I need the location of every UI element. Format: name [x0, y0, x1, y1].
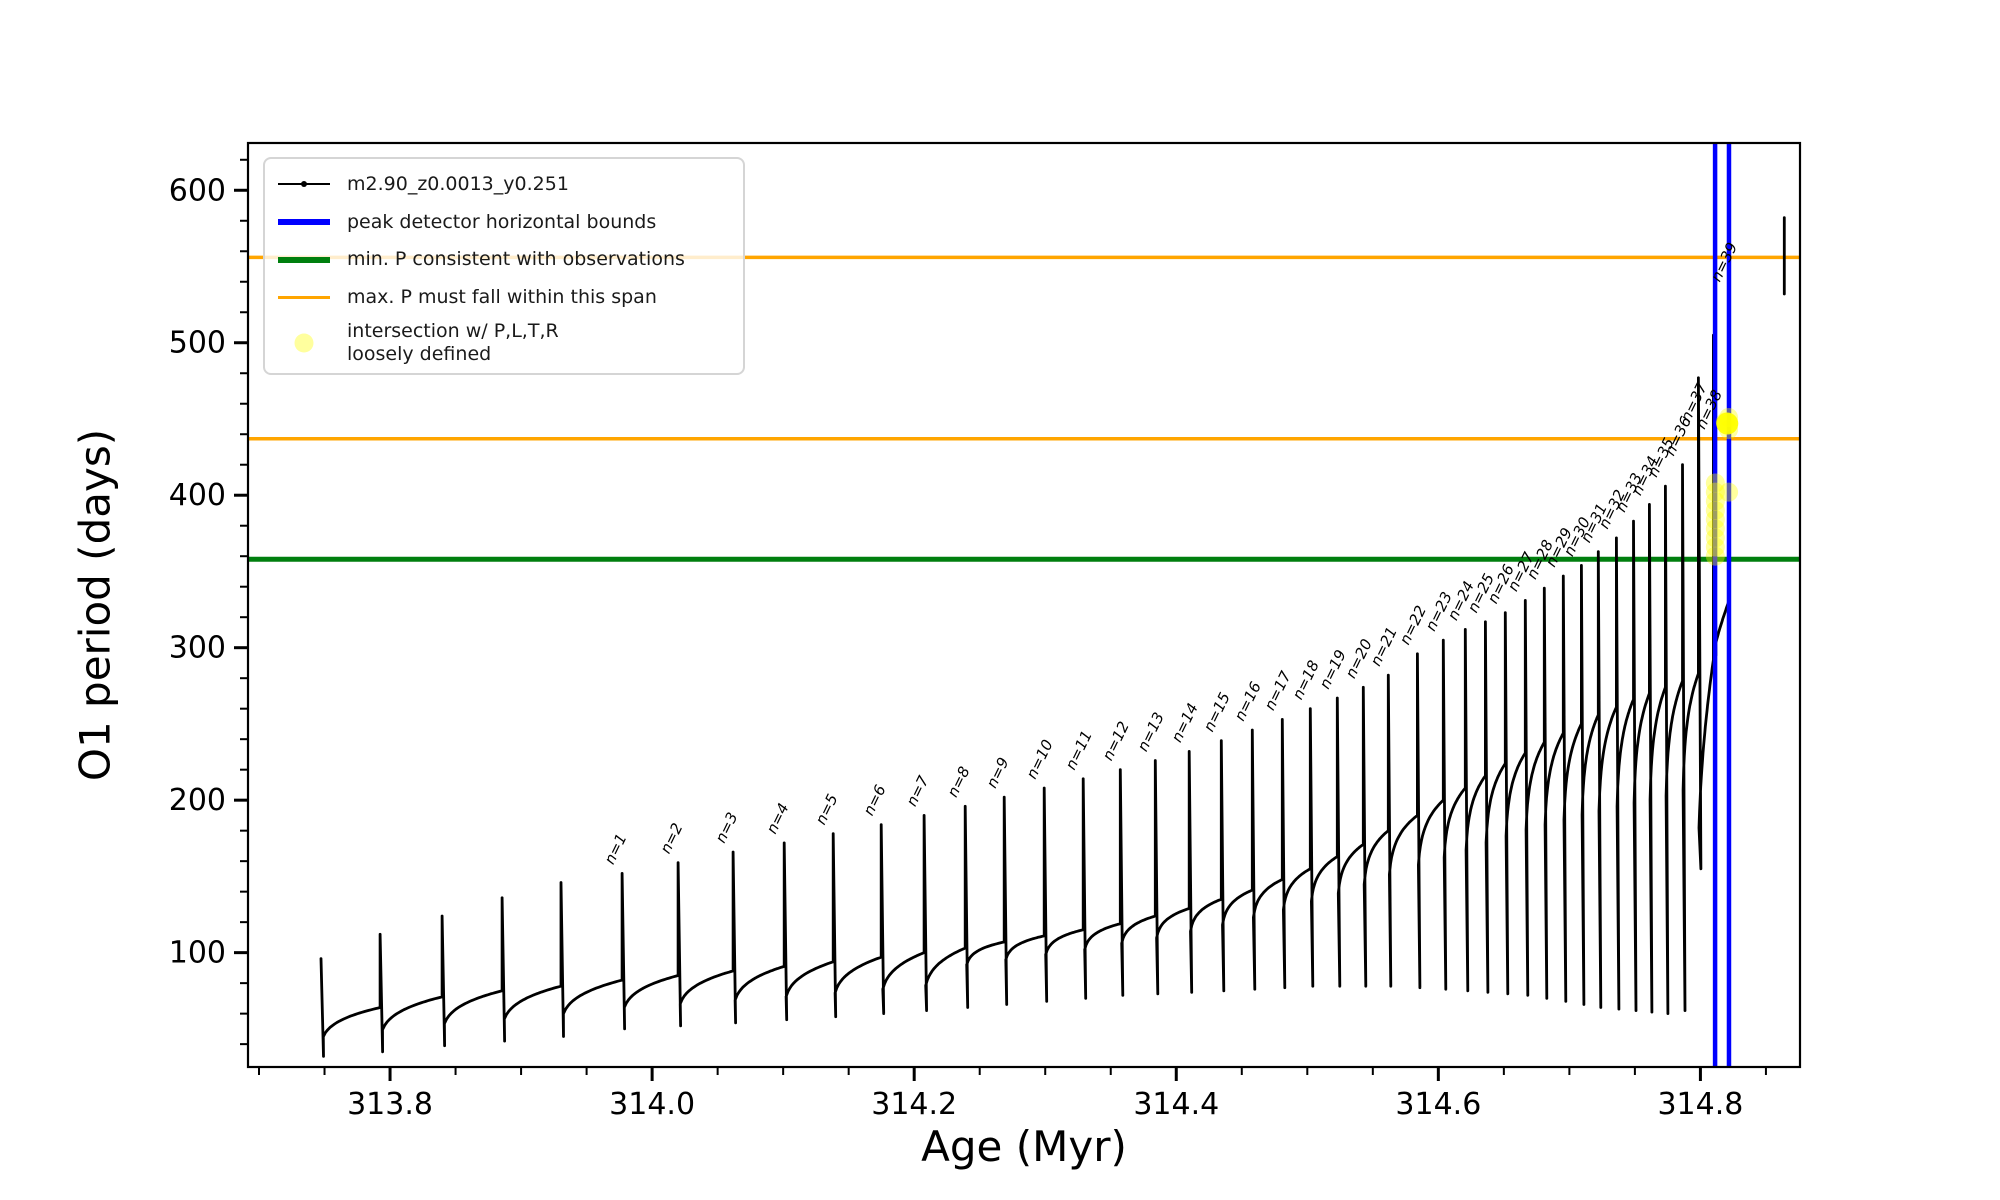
intersection-point [1705, 519, 1725, 539]
x-tick-label: 314.6 [1395, 1087, 1481, 1122]
intersection-point [1705, 482, 1725, 502]
y-axis-title: O1 period (days) [70, 428, 120, 782]
thick-line-icon [275, 218, 333, 225]
pulse-label: n=2 [656, 820, 686, 856]
y-tick-label: 400 [169, 478, 226, 513]
axis-tick-labels: 313.8 314.0 314.2 314.4 314.6 314.8 100 200 300 4… [169, 173, 1744, 1122]
legend-label: peak detector horizontal bounds [347, 210, 657, 233]
x-axis-title: Age (Myr) [921, 1122, 1127, 1171]
pulse-label: n=39 [1707, 240, 1741, 285]
intersection-markers [1705, 407, 1739, 566]
pulse-label: n=15 [1200, 690, 1234, 735]
line-icon [275, 295, 333, 300]
y-tick-label: 300 [169, 631, 226, 666]
legend-label: intersection w/ P,L,T,R loosely defined [347, 320, 559, 365]
x-tick-label: 314.2 [871, 1087, 957, 1122]
intersection-point [1719, 482, 1739, 502]
plot-border [246, 141, 1802, 1069]
axes-frame [246, 141, 1802, 1069]
pulse-label: n=12 [1099, 719, 1133, 764]
thick-line-icon [275, 256, 333, 263]
legend-item-intersection: intersection w/ P,L,T,R loosely defined [275, 320, 731, 365]
legend-item-min-p: min. P consistent with observations [275, 245, 731, 275]
line-marker-icon [275, 181, 333, 187]
x-tick-label: 314.4 [1133, 1087, 1219, 1122]
intersection-point [1705, 537, 1725, 557]
pulse-label: n=9 [983, 755, 1013, 791]
pulse-label: n=3 [712, 809, 742, 845]
y-tick-label: 500 [169, 326, 226, 361]
x-tick-label: 314.8 [1657, 1087, 1743, 1122]
pulse-label: n=4 [763, 800, 793, 836]
y-tick-label: 200 [169, 783, 226, 818]
legend-label: m2.90_z0.0013_y0.251 [347, 172, 569, 195]
legend-item-peak-bounds: peak detector horizontal bounds [275, 207, 731, 237]
pulse-label: n=6 [860, 782, 890, 818]
intersection-point [1705, 510, 1725, 530]
legend: m2.90_z0.0013_y0.251 peak detector horiz… [263, 157, 745, 375]
pulse-label: n=7 [903, 772, 933, 809]
y-tick-label: 100 [169, 936, 226, 971]
pulse-label: n=14 [1168, 700, 1202, 745]
x-tick-label: 313.8 [347, 1087, 433, 1122]
peak-detector-bounds [1712, 143, 1732, 1067]
axis-ticks [234, 158, 1767, 1081]
intersection-point [1705, 473, 1725, 493]
pulse-label: n=8 [944, 764, 974, 800]
intersection-point [1705, 528, 1725, 548]
x-tick-label: 314.0 [609, 1087, 695, 1122]
pulse-label: n=13 [1134, 709, 1168, 754]
y-tick-label: 600 [169, 173, 226, 208]
pulse-label: n=1 [601, 831, 631, 867]
legend-item-model-track: m2.90_z0.0013_y0.251 [275, 169, 731, 199]
intersection-point [1705, 500, 1725, 520]
model-track-curve [319, 216, 1786, 1058]
pulse-label: n=16 [1231, 679, 1265, 724]
pulse-number-labels: n=1 n=2 n=3 n=4 n=5 n=6 n=7 n=8 n=9 n=10 n=11 n=12 n… [601, 240, 1742, 868]
legend-label: min. P consistent with observations [347, 248, 685, 271]
legend-item-max-p: max. P must fall within this span [275, 282, 731, 312]
pulse-label: n=5 [812, 791, 842, 827]
pulse-label: n=10 [1023, 737, 1057, 782]
intersection-cluster-core [1716, 412, 1739, 435]
legend-label: max. P must fall within this span [347, 286, 657, 309]
intersection-point [1705, 491, 1725, 511]
pulse-label: n=11 [1062, 728, 1096, 773]
intersection-point [1705, 546, 1725, 566]
model-track-path [319, 216, 1786, 1058]
